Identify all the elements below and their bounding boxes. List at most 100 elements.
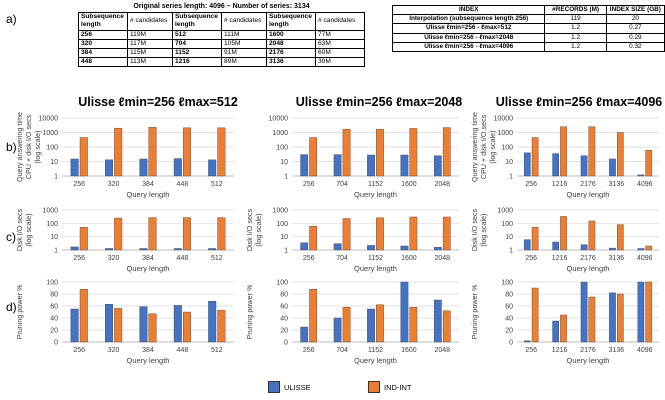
panel-label-c: c) (6, 230, 16, 244)
y-tick-label: 60 (505, 304, 513, 311)
y-tick-label: 10000 (39, 116, 59, 123)
bar-indint-3136 (616, 132, 624, 177)
x-tick-label: 448 (177, 181, 189, 188)
y-axis-title: (log scale) (488, 130, 497, 163)
bar-indint-256 (531, 227, 539, 251)
size-cell: 0.27 (605, 23, 665, 34)
bar-ulisse-2176 (580, 155, 588, 177)
bar-indint-1600 (409, 216, 418, 251)
bar-indint-1600 (409, 128, 418, 177)
bar-indint-1216 (560, 314, 567, 343)
bar-indint-512 (217, 310, 226, 343)
y-axis-title: (log scale) (479, 213, 488, 246)
records-cell: 119 (544, 14, 607, 25)
y-tick-label: 80 (280, 292, 288, 299)
x-tick-label: 3136 (609, 181, 625, 188)
x-tick-label: 256 (73, 255, 85, 262)
bar-indint-2176 (588, 126, 596, 177)
bar-ulisse-256 (300, 154, 309, 177)
y-tick-label: 1000 (272, 130, 288, 137)
length-cell: 1600 (266, 29, 316, 40)
bar-ulisse-448 (173, 248, 182, 251)
bar-ulisse-1600 (400, 154, 409, 177)
bar-indint-384 (148, 127, 157, 177)
bar-ulisse-2048 (433, 299, 442, 343)
y-axis-title: Pruning power % (470, 284, 479, 339)
x-tick-label: 512 (211, 347, 223, 354)
y-tick-label: 0 (509, 340, 513, 347)
y-tick-label: 0 (54, 340, 58, 347)
bar-indint-448 (182, 217, 191, 251)
bar-ulisse-256 (300, 326, 309, 343)
table-row: Ulisse ℓmin=256 - ℓmax=2048 1.2 0.29 (391, 32, 665, 43)
x-tick-label: 704 (336, 347, 348, 354)
bar-indint-256 (531, 287, 539, 343)
bar-ulisse-256 (523, 340, 531, 343)
bar-ulisse-512 (208, 159, 217, 177)
x-tick-label: 256 (525, 255, 537, 262)
bar-indint-2176 (588, 296, 596, 343)
table-row: 256 119M 512 111M 1600 77M (78, 29, 365, 40)
records-cell: 1.2 (544, 41, 607, 53)
x-axis-title: Query length (567, 264, 610, 273)
bar-indint-320 (114, 127, 123, 177)
series-table-caption: Original series length: 4096 – Number of… (133, 3, 310, 10)
bar-indint-2048 (442, 216, 451, 251)
candidates-cell: 60M (315, 48, 365, 59)
bar-indint-512 (217, 127, 226, 177)
y-tick-label: 40 (50, 316, 58, 323)
records-cell: 1.2 (544, 23, 607, 34)
y-tick-label: 10000 (494, 116, 514, 123)
length-cell: 320 (78, 38, 128, 50)
y-tick-label: 100 (501, 221, 513, 228)
x-tick-label: 4096 (637, 347, 653, 354)
chart-pruning-4096: 0 20 40 60 80 100 256 1216 2176 3136 4096 Query len… (470, 280, 659, 365)
candidates-cell: 105M (221, 38, 267, 50)
y-tick-label: 100 (46, 280, 58, 287)
y-tick-label: 1000 (497, 208, 513, 215)
length-cell: 2048 (266, 38, 316, 50)
y-tick-label: 100 (501, 280, 513, 287)
bar-ulisse-1600 (400, 281, 409, 343)
chart-query-time-4096: 1 10 100 1000 10000 256 1216 2176 3136 4096 Query … (470, 112, 659, 199)
chart-pruning-2048: 0 20 40 60 80 100 256 704 1152 1600 2048 Query leng… (245, 280, 459, 365)
candidates-cell: 111M (221, 29, 267, 40)
y-axis-title: Query answering time (15, 112, 24, 182)
legend-swatch-indint (368, 381, 380, 393)
y-tick-label: 10 (50, 159, 58, 166)
length-cell: 704 (172, 38, 222, 50)
bar-ulisse-3136 (609, 247, 616, 251)
bar-ulisse-2048 (433, 155, 442, 177)
x-tick-label: 1216 (552, 347, 568, 354)
y-tick-label: 20 (50, 328, 58, 335)
bar-indint-4096 (645, 150, 653, 177)
x-tick-label: 1600 (401, 255, 417, 262)
header-subsequence-length: Subsequence length (78, 12, 128, 31)
x-tick-label: 2176 (580, 255, 596, 262)
x-tick-label: 1600 (401, 347, 417, 354)
x-axis-title: Query length (567, 190, 610, 199)
y-tick-label: 1000 (272, 208, 288, 215)
bar-indint-1152 (376, 128, 384, 177)
y-tick-label: 10 (280, 159, 288, 166)
bar-ulisse-448 (173, 158, 182, 177)
bar-indint-512 (217, 217, 226, 251)
bar-ulisse-320 (105, 159, 114, 177)
y-tick-label: 60 (280, 304, 288, 311)
x-axis-title: Query length (127, 190, 170, 199)
candidates-cell: 30M (315, 57, 365, 68)
bar-ulisse-704 (333, 154, 342, 177)
x-tick-label: 1216 (552, 255, 568, 262)
candidates-cell: 117M (127, 38, 173, 50)
x-tick-label: 256 (525, 181, 537, 188)
y-axis-title: Disk I/O secs (15, 208, 24, 251)
x-axis-title: Query length (127, 356, 170, 365)
size-cell: 0.29 (605, 32, 665, 43)
y-axis-title: (log scale) (254, 213, 263, 246)
candidates-cell: 91M (221, 48, 267, 59)
y-axis-title: CPU + disk I/O secs (479, 114, 488, 179)
candidates-cell: 77M (315, 29, 365, 40)
y-axis-title: Disk I/O secs (470, 208, 479, 251)
x-tick-label: 1152 (368, 181, 383, 188)
table-row: 320 117M 704 105M 2048 63M (78, 38, 365, 50)
